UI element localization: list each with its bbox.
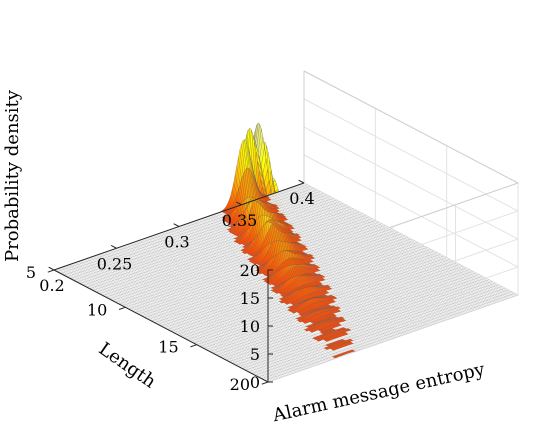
grid-line-z-side [303,154,519,268]
grid-line-z-side [303,126,519,240]
grid-line-z-side [303,98,519,212]
probability-density-surface [53,122,519,383]
box-edge [303,70,519,184]
